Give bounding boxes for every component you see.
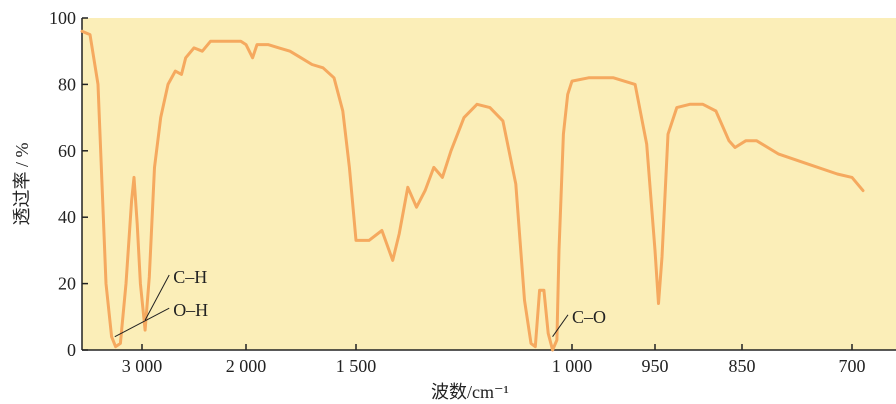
y-axis-label: 透过率 / % (12, 142, 32, 225)
y-tick-label: 0 (67, 340, 76, 360)
y-tick-label: 20 (58, 274, 76, 294)
annotation-label: O–H (173, 300, 208, 320)
annotation-leader-line (552, 314, 569, 338)
annotation-label: C–H (173, 267, 207, 287)
x-tick-label: 850 (729, 356, 756, 376)
y-tick-label: 80 (58, 74, 76, 94)
series-line (80, 29, 865, 352)
x-axis: 3 000 2 000 1 500 1 000 950 850 700 (82, 344, 896, 376)
annotation-leader-line (114, 307, 170, 338)
x-tick-label: 700 (839, 356, 866, 376)
y-tick-label: 100 (49, 8, 76, 28)
annotations: C–H O–H C–O (114, 267, 606, 338)
plot-area-background (82, 18, 896, 350)
x-tick-label: 950 (642, 356, 669, 376)
annotation-label: C–O (572, 307, 606, 327)
x-tick-label: 2 000 (226, 356, 267, 376)
x-axis-label: 波数/cm⁻¹ (431, 382, 509, 402)
y-tick-label: 60 (58, 141, 76, 161)
annotation-leader-line (144, 274, 170, 321)
x-tick-label: 1 500 (336, 356, 377, 376)
x-tick-label: 1 000 (552, 356, 593, 376)
y-axis: 0 20 40 60 80 100 (49, 8, 88, 360)
x-tick-label: 3 000 (122, 356, 163, 376)
y-tick-label: 40 (58, 207, 76, 227)
